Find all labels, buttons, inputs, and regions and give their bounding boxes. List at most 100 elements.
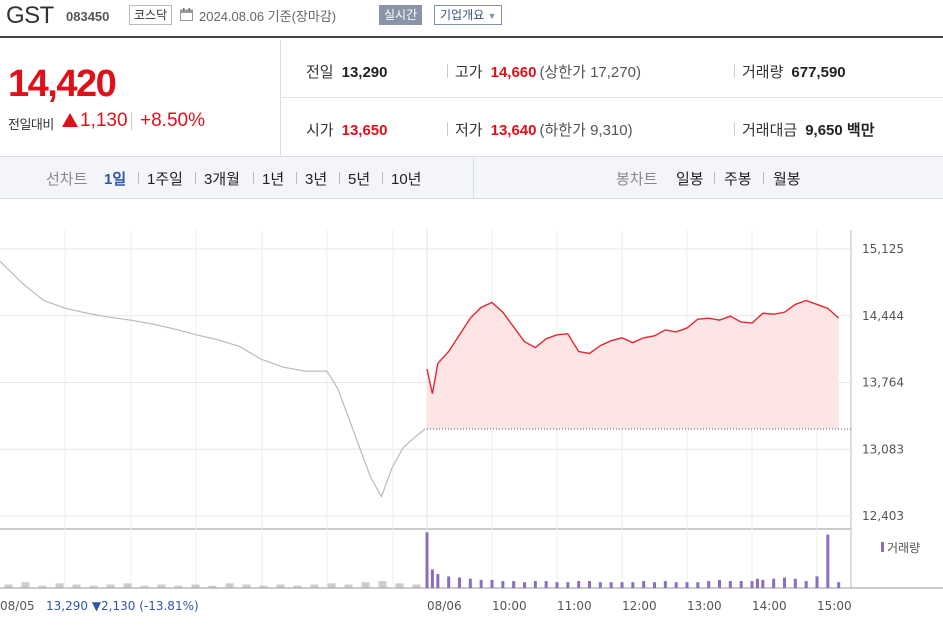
volume-bar-0806 (512, 581, 516, 588)
volume-bar-0806 (501, 581, 505, 588)
tab-1d[interactable]: 1일 (104, 171, 127, 188)
tab-1w[interactable]: 1주일 (147, 171, 183, 188)
volume-bar-0805 (225, 583, 234, 588)
company-overview-dropdown[interactable]: 기업개요 ▼ (434, 5, 503, 25)
volume-bar-0806 (620, 582, 624, 588)
stat-label: 시가 (306, 122, 334, 139)
price-change-percent: +8.50% (140, 110, 205, 131)
tab-1y[interactable]: 1년 (262, 171, 285, 188)
stat-value: 13,290 (341, 64, 388, 81)
tab-10y[interactable]: 10년 (391, 171, 422, 188)
divider (473, 157, 474, 198)
volume-bar-0806 (804, 581, 808, 588)
stat-note: (상한가 17,270) (539, 64, 641, 81)
y-tick-label: 14,444 (862, 309, 904, 323)
current-price: 14,420 (8, 63, 117, 105)
volume-bar-0805 (395, 583, 404, 588)
volume-legend-label: 거래량 (887, 541, 920, 555)
volume-bar-0805 (157, 584, 166, 588)
tab-5y[interactable]: 5년 (348, 171, 371, 188)
volume-bar-0805 (140, 585, 149, 588)
y-tick-label: 13,764 (862, 376, 904, 390)
x-tick-label: 12:00 (622, 599, 657, 613)
volume-bar-0805 (378, 581, 387, 588)
volume-bar-0806 (772, 578, 776, 588)
price-lines (0, 260, 851, 499)
volume-bar-0806 (685, 582, 689, 588)
tab-weekly-candle[interactable]: 주봉 (724, 171, 752, 188)
volume-bar-0806 (490, 579, 494, 588)
volume-bar-0806 (566, 582, 570, 588)
volume-bar-0805 (55, 583, 64, 588)
divider (734, 64, 735, 78)
volume-bar-0805 (208, 585, 217, 588)
x-tick-label: 11:00 (557, 599, 592, 613)
volume-bar-0806 (815, 576, 819, 588)
divider (296, 172, 297, 184)
tab-3y[interactable]: 3년 (305, 171, 328, 188)
volume-bar-0806 (598, 582, 602, 588)
volume-bar-0806 (430, 569, 434, 588)
tab-monthly-candle[interactable]: 월봉 (773, 171, 801, 188)
stat-open: 시가 13,650 (306, 119, 388, 140)
price-change: 1,130 (80, 110, 128, 131)
volume-bar-0806 (609, 582, 613, 588)
volume-bar-0805 (106, 584, 115, 588)
volume-bar-0805 (4, 584, 13, 588)
realtime-button[interactable]: 실시간 (379, 5, 423, 25)
stat-value: 677,590 (791, 64, 846, 81)
stat-high: 고가 14,660 (상한가 17,270) (455, 61, 641, 82)
divider (339, 172, 340, 184)
volume-bar-0805 (412, 584, 421, 588)
stat-label: 거래량 (742, 64, 784, 81)
tab-daily-candle[interactable]: 일봉 (676, 171, 704, 188)
market-badge: 코스닥 (129, 5, 173, 25)
volume-bar-0806 (696, 582, 700, 588)
stat-low: 저가 13,640 (하한가 9,310) (455, 119, 633, 140)
volume-bar-0806 (674, 582, 678, 588)
series-area-0806 (427, 300, 839, 429)
change-label: 전일대비 (8, 117, 54, 132)
chevron-down-icon: ▼ (487, 11, 497, 21)
volume-bar-0805 (293, 585, 302, 588)
volume-bar-0805 (276, 584, 285, 588)
divider (131, 112, 132, 130)
stat-label: 전일 (306, 64, 334, 81)
stat-value: 13,650 (341, 122, 388, 139)
divider (714, 172, 715, 184)
stat-prev-close: 전일 13,290 (306, 61, 388, 82)
series-line-0806 (426, 299, 840, 394)
volume-bar-0806 (631, 582, 635, 588)
volume-bar-0805 (344, 584, 353, 588)
volume-bar-0806 (425, 532, 429, 588)
volume-bar-0806 (642, 581, 646, 588)
divider (763, 172, 764, 184)
volume-bar-0805 (174, 585, 183, 588)
volume-bar-0806 (588, 581, 591, 588)
divider (282, 97, 943, 98)
stock-header: GST 083450 코스닥 2024.08.06 기준(장마감) 실시간 기업… (0, 0, 943, 38)
y-tick-label: 13,083 (862, 442, 904, 456)
volume-legend-swatch (881, 542, 884, 552)
volume-bar-0805 (123, 583, 132, 588)
divider (447, 122, 448, 136)
stock-code: 083450 (66, 9, 110, 24)
volume-bar-0806 (837, 582, 841, 588)
divider (253, 172, 254, 184)
volume-bar-0805 (259, 585, 268, 588)
volume-bar-0805 (361, 582, 370, 588)
x-tick-label: 13:00 (687, 599, 722, 613)
volume-bar-0805 (310, 584, 319, 588)
company-overview-label: 기업개요 (440, 8, 485, 22)
stat-label: 거래대금 (742, 122, 798, 139)
volume-bar-0806 (447, 576, 451, 588)
series-line-0805 (0, 260, 426, 499)
volume-bar-0806 (707, 581, 711, 588)
x-tick-label: 08/05 (0, 599, 35, 613)
tab-3m[interactable]: 3개월 (204, 171, 240, 188)
candle-chart-label: 봉차트 (616, 171, 658, 188)
stock-name: GST (6, 2, 54, 29)
stat-value: 14,660 (490, 64, 537, 81)
stat-value: 9,650 백만 (805, 122, 875, 139)
volume-bar-0806 (577, 581, 581, 588)
